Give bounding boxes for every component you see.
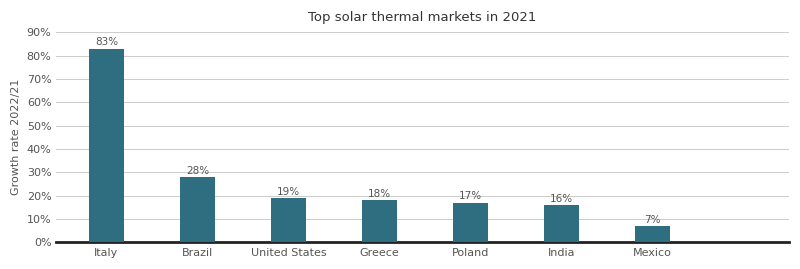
Bar: [362, 200, 397, 242]
Text: 83%: 83%: [94, 37, 118, 47]
Bar: [453, 203, 488, 242]
Text: 7%: 7%: [644, 215, 661, 225]
Bar: [635, 226, 670, 242]
Text: 16%: 16%: [550, 194, 573, 204]
Text: 28%: 28%: [186, 166, 209, 176]
Bar: [271, 198, 306, 242]
Y-axis label: Growth rate 2022/21: Growth rate 2022/21: [11, 79, 21, 196]
Text: 19%: 19%: [277, 187, 300, 197]
Text: 17%: 17%: [458, 192, 482, 201]
Text: 18%: 18%: [368, 189, 391, 199]
Bar: [180, 177, 214, 242]
Bar: [544, 205, 578, 242]
Title: Top solar thermal markets in 2021: Top solar thermal markets in 2021: [308, 11, 537, 24]
Bar: [89, 49, 124, 242]
